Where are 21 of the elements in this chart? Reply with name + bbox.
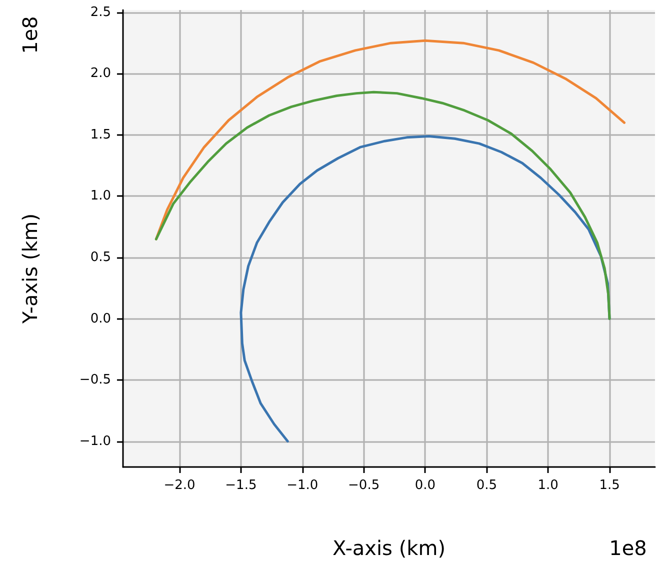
y-tick-label: −0.5	[79, 372, 111, 388]
y-tick-label: 1.5	[90, 127, 111, 142]
text: 1e8	[609, 536, 647, 560]
x-tick-label: 0.5	[476, 478, 498, 493]
x-tick-label: −0.5	[348, 478, 380, 493]
y-axis-title: Y-axis (km)	[18, 213, 42, 325]
y-tick-label: −1.0	[79, 434, 111, 449]
y-tick-label: 1.0	[90, 188, 111, 204]
line-series	[154, 90, 611, 320]
x-tick-label: −1.0	[286, 478, 318, 493]
x-axis-title: X-axis (km)	[332, 536, 446, 560]
x-tick-label: 1.0	[538, 478, 558, 493]
y-tick-label: 0.0	[90, 311, 111, 326]
x-tick-label: −1.5	[225, 478, 257, 493]
y-tick-label: 0.5	[90, 250, 111, 265]
x-tick-label: 1.5	[599, 478, 620, 493]
x-tick-label: −2.0	[164, 478, 196, 493]
y-tick-label: 2.0	[90, 66, 111, 82]
x-tick-label: 0.0	[414, 478, 436, 493]
text: 1e8	[18, 16, 42, 54]
y-tick-label: 2.5	[90, 4, 111, 20]
